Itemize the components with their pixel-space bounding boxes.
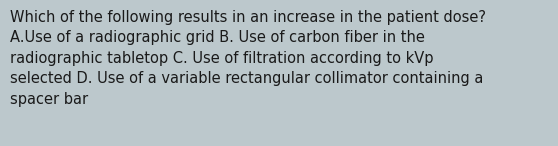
Text: Which of the following results in an increase in the patient dose?
A.Use of a ra: Which of the following results in an inc… [10,10,486,107]
